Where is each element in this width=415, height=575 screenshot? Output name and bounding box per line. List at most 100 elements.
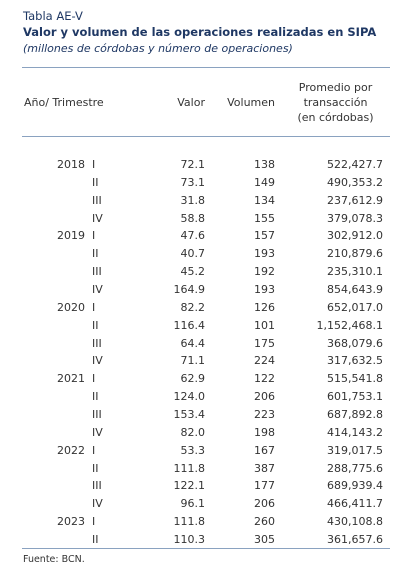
quarter-cell: II: [92, 461, 99, 475]
value-cell: 58.8: [180, 211, 206, 225]
value-cell: 82.0: [180, 425, 206, 439]
average-cell: 854,643.9: [327, 283, 383, 297]
volume-cell: 192: [254, 265, 275, 279]
column-header: Año/ Trimestre: [24, 96, 104, 109]
average-cell: 317,632.5: [327, 354, 383, 368]
quarter-cell: IV: [92, 211, 103, 225]
year-cell: 2020: [57, 300, 85, 314]
value-cell: 122.1: [173, 479, 206, 493]
value-cell: 62.9: [180, 372, 206, 386]
average-cell: 522,427.7: [327, 158, 383, 171]
quarter-cell: I: [92, 300, 96, 314]
volume-cell: 175: [254, 336, 275, 350]
volume-cell: 138: [254, 158, 275, 171]
value-cell: 111.8: [173, 515, 206, 529]
quarter-cell: II: [92, 533, 99, 547]
volume-cell: 387: [254, 461, 275, 475]
quarter-cell: IV: [92, 425, 103, 439]
average-cell: 237,612.9: [327, 193, 383, 207]
quarter-cell: I: [92, 443, 96, 457]
quarter-cell: III: [92, 408, 102, 422]
volume-cell: 206: [254, 497, 275, 511]
table-title: Valor y volumen de las operaciones reali…: [23, 25, 377, 39]
quarter-cell: III: [92, 193, 102, 207]
volume-cell: 224: [254, 354, 275, 368]
volume-cell: 157: [254, 229, 275, 243]
average-cell: 368,079.6: [327, 336, 383, 350]
quarter-cell: II: [92, 318, 99, 332]
year-cell: 2022: [57, 443, 85, 457]
column-header: Valor: [177, 96, 205, 109]
column-header: (en córdobas): [297, 111, 374, 124]
value-cell: 73.1: [180, 175, 206, 189]
rule: [22, 67, 390, 68]
average-cell: 235,310.1: [327, 265, 383, 279]
average-cell: 430,108.8: [327, 515, 383, 529]
rule: [22, 548, 390, 549]
quarter-cell: I: [92, 158, 96, 171]
quarter-cell: III: [92, 336, 102, 350]
value-cell: 111.8: [173, 461, 206, 475]
average-cell: 652,017.0: [327, 300, 383, 314]
year-cell: 2018: [57, 158, 85, 171]
volume-cell: 177: [254, 479, 275, 493]
value-cell: 53.3: [180, 443, 206, 457]
quarter-cell: I: [92, 229, 96, 243]
volume-cell: 206: [254, 390, 275, 404]
quarter-cell: IV: [92, 354, 103, 368]
value-cell: 96.1: [180, 497, 206, 511]
volume-cell: 198: [254, 425, 275, 439]
volume-cell: 155: [254, 211, 275, 225]
quarter-cell: II: [92, 247, 99, 261]
volume-cell: 101: [254, 318, 275, 332]
value-cell: 47.6: [180, 229, 206, 243]
volume-cell: 305: [254, 533, 275, 547]
average-cell: 515,541.8: [327, 372, 383, 386]
quarter-cell: IV: [92, 497, 103, 511]
year-cell: 2021: [57, 372, 85, 386]
value-cell: 124.0: [173, 390, 206, 404]
value-cell: 72.1: [180, 158, 206, 171]
average-cell: 687,892.8: [327, 408, 383, 422]
volume-cell: 167: [254, 443, 275, 457]
table-label: Tabla AE-V: [23, 9, 83, 23]
volume-cell: 122: [254, 372, 275, 386]
source: Fuente: BCN.: [23, 554, 85, 565]
volume-cell: 126: [254, 300, 275, 314]
average-cell: 379,078.3: [327, 211, 383, 225]
quarter-cell: I: [92, 372, 96, 386]
column-header: Promedio por: [298, 81, 373, 94]
average-cell: 1,152,468.1: [316, 318, 383, 332]
quarter-cell: III: [92, 479, 102, 493]
value-cell: 64.4: [180, 336, 206, 350]
value-cell: 110.3: [173, 533, 206, 547]
average-cell: 466,411.7: [327, 497, 383, 511]
year-cell: 2023: [57, 515, 85, 529]
volume-cell: 193: [254, 283, 275, 297]
average-cell: 288,775.6: [327, 461, 383, 475]
value-cell: 71.1: [180, 354, 206, 368]
volume-cell: 193: [254, 247, 275, 261]
value-cell: 153.4: [173, 408, 206, 422]
volume-cell: 223: [254, 408, 275, 422]
quarter-cell: II: [92, 390, 99, 404]
table-subtitle: (millones de córdobas y número de operac…: [23, 42, 293, 55]
quarter-cell: IV: [92, 283, 103, 297]
average-cell: 414,143.2: [327, 425, 383, 439]
volume-cell: 149: [254, 175, 275, 189]
average-cell: 210,879.6: [327, 247, 383, 261]
volume-cell: 260: [254, 515, 275, 529]
average-cell: 490,353.2: [327, 175, 383, 189]
average-cell: 319,017.5: [327, 443, 383, 457]
column-header: Volumen: [227, 96, 275, 109]
average-cell: 689,939.4: [327, 479, 383, 493]
value-cell: 45.2: [180, 265, 206, 279]
value-cell: 116.4: [173, 318, 206, 332]
column-header: transacción: [303, 96, 368, 109]
value-cell: 31.8: [180, 193, 206, 207]
quarter-cell: III: [92, 265, 102, 279]
value-cell: 164.9: [173, 283, 206, 297]
average-cell: 361,657.6: [327, 533, 383, 547]
average-cell: 601,753.1: [327, 390, 383, 404]
